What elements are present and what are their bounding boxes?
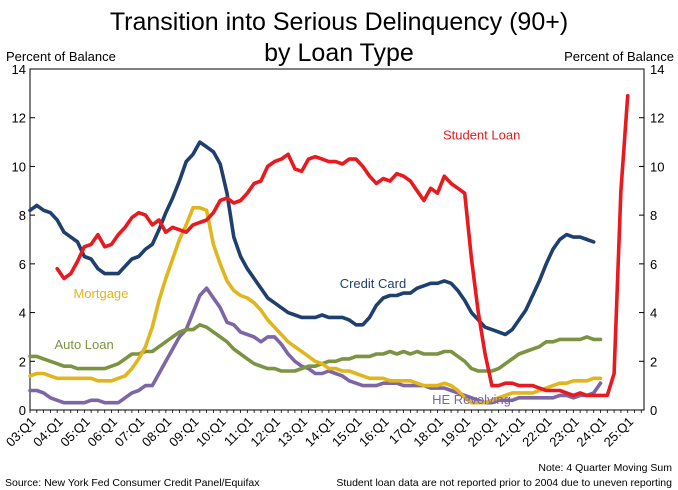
note-moving-sum: Note: 4 Quarter Moving Sum [538,462,672,474]
series-label-student-loan: Student Loan [443,128,520,143]
x-tick-label: 11:Q1 [221,414,256,449]
x-tick-label: 07:Q1 [112,414,148,450]
right-tick-label: 12 [650,111,664,126]
right-tick-label: 8 [650,208,657,223]
x-tick-label: 18:Q1 [410,414,446,450]
right-axis-label: Percent of Balance [564,49,674,64]
series-line-student-loan [55,94,630,398]
x-tick-label: 20:Q1 [465,414,501,450]
x-tick-label: 03:Q1 [3,414,39,450]
x-tick-label: 23:Q1 [546,414,582,450]
x-tick-label: 13:Q1 [275,414,311,450]
series-label-credit-card: Credit Card [340,276,406,291]
right-tick-label: 0 [650,403,657,418]
plot-frame [29,68,645,411]
left-tick-label: 8 [19,208,26,223]
series-label-mortgage: Mortgage [73,286,128,301]
series-label-he-revolving: HE Revolving [432,392,511,407]
note-student-loan: Student loan data are not reported prior… [336,477,672,489]
left-tick-label: 4 [19,306,26,321]
x-tick-label: 15:Q1 [329,414,365,450]
left-tick-label: 0 [19,403,26,418]
series-labels: HE Revolving Auto Loan Mortgage Credit Card… [54,128,520,407]
left-tick-label: 14 [12,62,26,77]
x-tick-label: 25:Q1 [601,414,637,450]
right-tick-label: 14 [650,62,664,77]
left-tick-label: 10 [12,159,26,174]
x-tick-label: 06:Q1 [84,414,120,450]
x-tick-label: 12:Q1 [247,414,283,450]
x-tick-label: 16:Q1 [356,414,392,450]
chart-title-line-1: Transition into Serious Delinquency (90+… [110,8,568,36]
left-axis-label: Percent of Balance [6,49,116,64]
source-note: Source: New York Fed Consumer Credit Pan… [5,477,260,489]
series-line-he-revolving [28,286,603,405]
x-tick-label: 14:Q1 [302,414,338,450]
left-tick-label: 6 [19,257,26,272]
series-line-mortgage [28,206,603,405]
right-tick-label: 6 [650,257,657,272]
right-tick-label: 10 [650,159,664,174]
series-label-auto-loan: Auto Loan [54,337,113,352]
x-tick-label: 08:Q1 [139,414,175,450]
right-tick-label: 4 [650,306,657,321]
series-line-auto-loan [28,322,603,373]
right-tick-label: 2 [650,354,657,369]
x-tick-label: 21:Q1 [492,414,528,450]
x-tick-label: 05:Q1 [57,414,93,450]
x-tick-label: 10:Q1 [193,414,229,450]
chart-title-line-2: by Loan Type [264,39,414,67]
left-tick-label: 2 [19,354,26,369]
left-tick-label: 12 [12,111,26,126]
x-tick-label: 19:Q1 [438,414,474,450]
series-layer [28,94,630,405]
series-line-credit-card [28,140,596,337]
x-tick-label: 22:Q1 [519,414,555,450]
x-tick-label: 24:Q1 [573,414,609,450]
x-tick-label: 09:Q1 [166,414,202,450]
x-tick-label: 04:Q1 [30,414,66,450]
